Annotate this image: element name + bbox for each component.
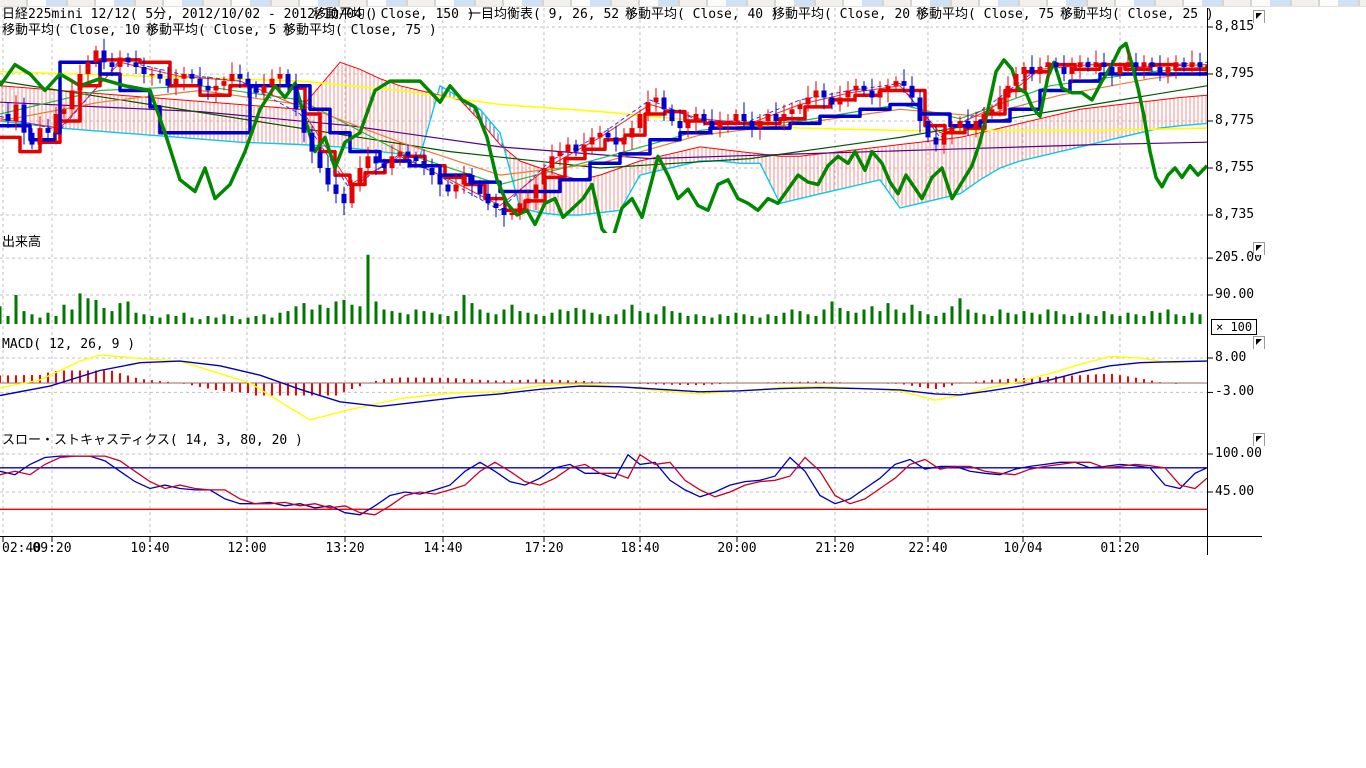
y-axis-label: 8,775 <box>1215 114 1254 128</box>
chart-window: 日経225mini 12/12( 5分, 2012/10/02 - 2012/1… <box>0 0 1366 768</box>
legend-item: 移動平均( Close, 25 ) <box>1060 8 1214 22</box>
panel-label: 出来高 <box>2 236 41 250</box>
time-axis-label: 12:00 <box>227 542 266 556</box>
y-axis-label: 8,735 <box>1215 208 1254 222</box>
legend-item: 移動平均( Close, 20 ) <box>772 8 926 22</box>
panel-collapse-button[interactable] <box>1253 336 1265 349</box>
volume-multiplier-badge: × 100 <box>1211 319 1257 335</box>
y-axis-label: -3.00 <box>1215 385 1254 399</box>
y-axis-label: 8,815 <box>1215 20 1254 34</box>
y-axis-label: 8,795 <box>1215 67 1254 81</box>
y-axis-label: 100.00 <box>1215 447 1262 461</box>
legend-item: 移動平均( Close, 75 ) <box>283 24 437 38</box>
time-axis-label: 10/04 <box>1003 542 1042 556</box>
time-axis-label: 22:40 <box>908 542 947 556</box>
panel-collapse-button[interactable] <box>1253 433 1265 446</box>
legend-item: 移動平均( Close, 40 ) <box>625 8 779 22</box>
time-axis-label: 09:20 <box>32 542 71 556</box>
panel-collapse-button[interactable] <box>1253 10 1265 23</box>
legend-item: 移動平均( Close, 5 ) <box>146 24 292 38</box>
time-axis-label: 14:40 <box>423 542 462 556</box>
chart-canvas[interactable] <box>0 0 1366 768</box>
y-axis-label: 8.00 <box>1215 351 1246 365</box>
time-axis-label: 18:40 <box>620 542 659 556</box>
legend-item: 移動平均( Close, 75 ) <box>916 8 1070 22</box>
macd-line <box>0 355 1207 420</box>
y-axis-label: 90.00 <box>1215 288 1254 302</box>
panel-label: スロー・ストキャスティクス( 14, 3, 80, 20 ) <box>2 434 303 448</box>
legend-item: 移動平均( Close, 150 ) <box>313 8 475 22</box>
legend-item: 移動平均( Close, 10 ) <box>2 24 156 38</box>
time-axis-label: 20:00 <box>717 542 756 556</box>
time-axis-label: 01:20 <box>1100 542 1139 556</box>
panel-collapse-button[interactable] <box>1253 242 1265 255</box>
chart-svg[interactable] <box>0 0 1366 768</box>
time-axis-label: 10:40 <box>130 542 169 556</box>
legend-item: 一目均衡表( 9, 26, 52 ) <box>468 8 635 22</box>
macd-signal-line <box>0 361 1207 406</box>
y-axis-label: 8,755 <box>1215 161 1254 175</box>
stoch-d <box>0 455 1207 515</box>
y-axis-label: 45.00 <box>1215 485 1254 499</box>
panel-label: MACD( 12, 26, 9 ) <box>2 338 135 352</box>
time-axis-label: 17:20 <box>524 542 563 556</box>
time-axis-label: 13:20 <box>325 542 364 556</box>
time-axis-label: 21:20 <box>815 542 854 556</box>
